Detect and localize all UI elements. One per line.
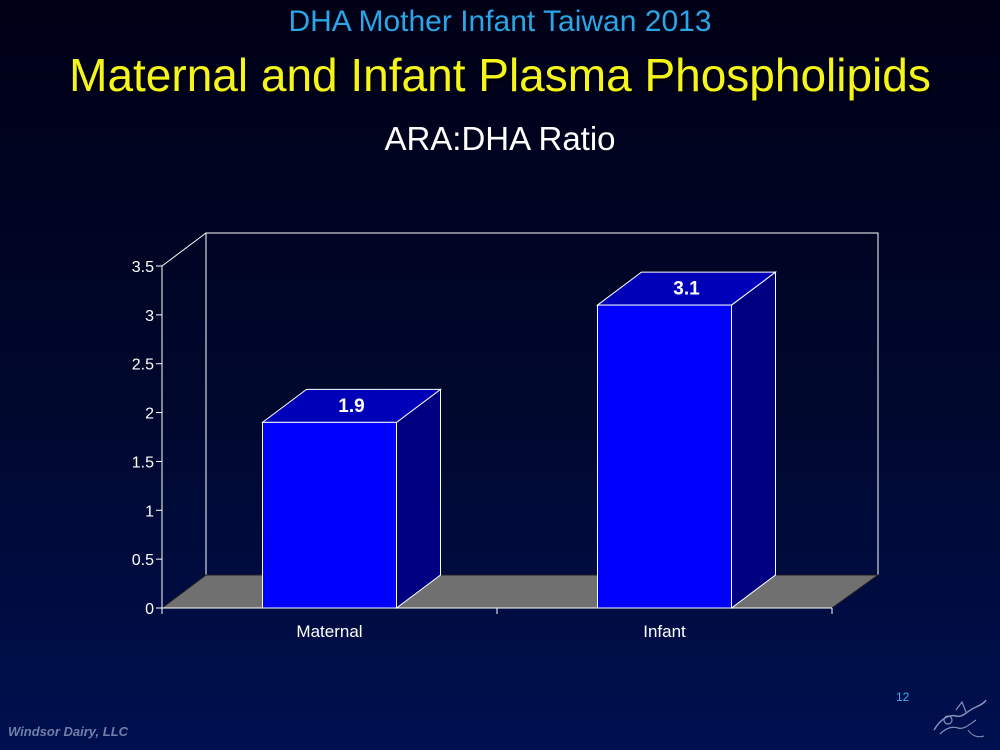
slide-supertitle: DHA Mother Infant Taiwan 2013 <box>288 5 712 38</box>
y-tick-label: 3.5 <box>132 259 154 276</box>
y-tick-label: 0 <box>145 601 154 618</box>
bar-side-face <box>731 271 776 609</box>
bar-data-label: 1.9 <box>338 396 364 417</box>
y-tick-label: 3 <box>145 308 154 325</box>
chart-side-edge <box>161 232 207 267</box>
x-axis-labels: Maternal Infant <box>161 608 833 641</box>
bar-side-face <box>396 388 441 609</box>
y-tick-label: 1 <box>145 503 154 520</box>
chart-bars: 1.9 3.1 <box>261 271 777 609</box>
bar-maternal: 1.9 <box>261 388 442 609</box>
bar-front-face <box>597 304 732 609</box>
y-tick-label: 1.5 <box>132 454 154 471</box>
bar-infant: 3.1 <box>596 271 777 609</box>
y-tick-label: 2 <box>145 406 154 423</box>
bar-front-face <box>262 421 397 609</box>
page-number: 12 <box>896 690 910 704</box>
y-tick-label: 2.5 <box>132 357 154 374</box>
logo-icon <box>933 699 987 738</box>
x-category-label: Maternal <box>296 622 362 641</box>
footer-company: Windsor Dairy, LLC <box>8 724 129 739</box>
slide-title: Maternal and Infant Plasma Phospholipids <box>69 49 931 101</box>
y-axis-ticks: 0 0.5 1 1.5 2 2.5 3 3.5 <box>132 259 162 618</box>
x-category-label: Infant <box>643 622 686 641</box>
chart-title: ARA:DHA Ratio <box>384 120 616 157</box>
bar-data-label: 3.1 <box>673 279 700 300</box>
y-tick-label: 0.5 <box>132 552 154 569</box>
